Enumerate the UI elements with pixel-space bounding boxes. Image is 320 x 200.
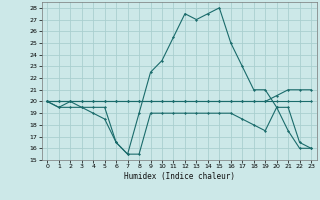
X-axis label: Humidex (Indice chaleur): Humidex (Indice chaleur) — [124, 172, 235, 181]
